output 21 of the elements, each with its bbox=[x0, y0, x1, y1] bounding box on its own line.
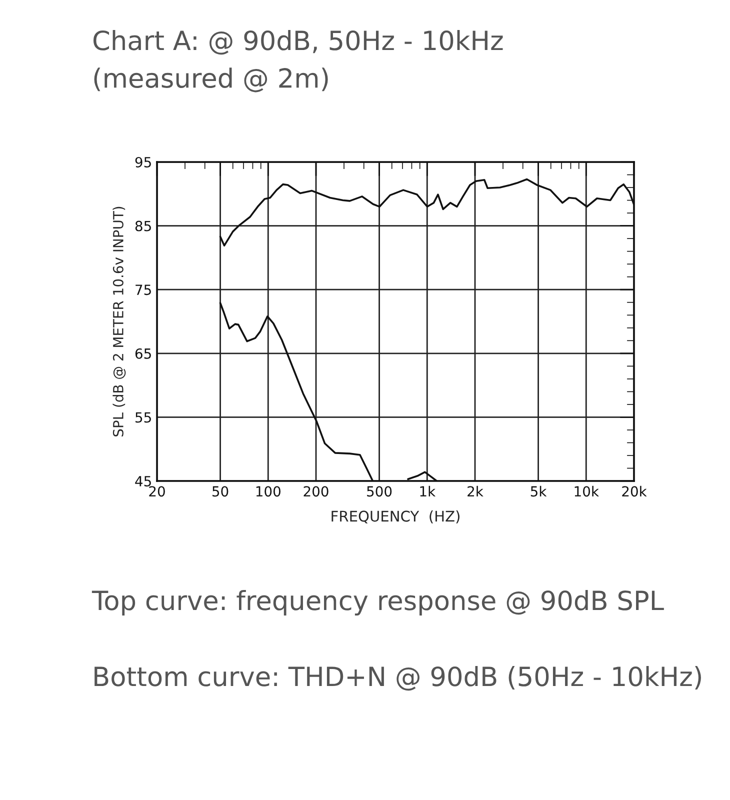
x-tick-label: 5k bbox=[530, 486, 547, 497]
x-tick-label: 1k bbox=[420, 486, 436, 496]
text: Bottom curve: THD+N @ 90dB (50Hz - 10kHz) bbox=[94, 666, 701, 691]
text: Top curve: frequency response @ 90dB SPL bbox=[92, 590, 664, 616]
x-tick-label: 50 bbox=[212, 486, 228, 497]
y-tick-label: 45 bbox=[135, 476, 151, 486]
chart-title: Chart A: @ 90dB, 50Hz - 10kHz (measured @ 2m) bbox=[93, 30, 503, 92]
y-tick-label: 75 bbox=[136, 284, 151, 296]
y-tick-label: 55 bbox=[136, 412, 151, 423]
x-tick-label: 200 bbox=[304, 486, 328, 497]
x-tick-label: 100 bbox=[256, 486, 280, 497]
y-tick-label: 85 bbox=[135, 220, 151, 232]
x-tick-label: 20k bbox=[622, 486, 647, 497]
y-tick-label: 95 bbox=[135, 156, 151, 168]
x-tick-label: 10k bbox=[574, 486, 599, 497]
y-tick-label: 65 bbox=[135, 348, 151, 359]
y-axis-title: SPL (dB @ 2 METER 10.6v INPUT) bbox=[112, 206, 126, 436]
x-tick-label: 2k bbox=[468, 486, 484, 496]
x-tick-label: 20 bbox=[149, 486, 165, 497]
x-axis-title: FREQUENCY (HZ) bbox=[332, 510, 460, 524]
x-tick-label: 500 bbox=[367, 486, 392, 497]
